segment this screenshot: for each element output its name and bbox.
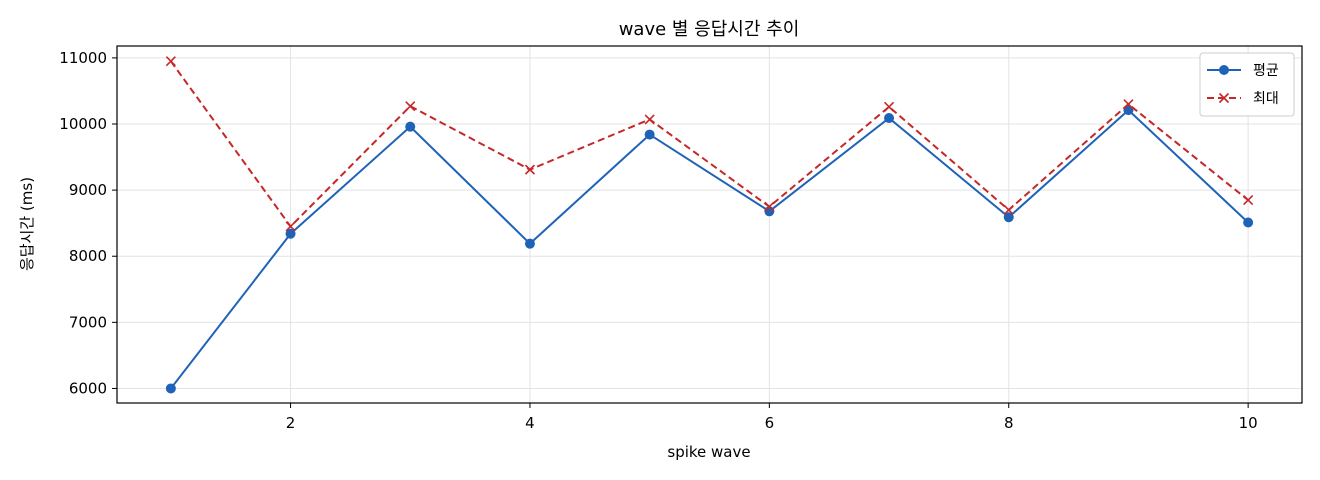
series-1 (165, 105, 1254, 394)
data-point (883, 101, 895, 112)
data-point (405, 101, 416, 112)
data-point (405, 121, 416, 132)
data-point (644, 129, 655, 140)
x-axis-label: spike wave (667, 443, 750, 461)
x-tick-label: 6 (765, 414, 775, 432)
legend-item: 최대 (1207, 91, 1279, 107)
x-tick-label: 10 (1239, 414, 1258, 432)
series-2 (165, 56, 1254, 232)
chart-title: wave 별 응답시간 추이 (619, 19, 800, 40)
y-tick-label: 9000 (69, 181, 107, 199)
y-tick-label: 11000 (59, 49, 107, 67)
series-line (170, 60, 1249, 228)
y-axis: 6000 7000 8000 9000 10000 11000 (59, 49, 117, 397)
data-point (165, 56, 176, 67)
data-point (165, 383, 176, 394)
data-point (884, 113, 895, 124)
x-tick-label: 4 (525, 414, 535, 432)
y-tick-label: 6000 (69, 379, 107, 397)
data-point (285, 221, 296, 232)
legend-label: 최대 (1253, 91, 1279, 107)
y-tick-label: 10000 (59, 115, 107, 133)
data-point (1003, 212, 1014, 223)
y-axis-label: 응답시간 (ms) (18, 177, 36, 271)
data-point (524, 238, 535, 249)
data-point (524, 164, 536, 175)
data-point (764, 201, 775, 212)
x-tick-label: 2 (286, 414, 296, 432)
y-tick-label: 8000 (69, 247, 107, 265)
data-point (1243, 217, 1254, 228)
data-point (1123, 99, 1134, 110)
data-point (1003, 204, 1014, 216)
legend-marker (1218, 92, 1230, 104)
x-tick-label: 8 (1004, 414, 1014, 432)
series-line (170, 109, 1249, 390)
data-point (1243, 194, 1254, 206)
data-point (644, 114, 655, 125)
plot-frame (116, 45, 1303, 404)
x-axis: 2 4 6 8 10 (286, 403, 1258, 432)
series-layer (165, 56, 1254, 394)
legend-marker (1219, 65, 1229, 75)
y-tick-label: 7000 (69, 313, 107, 331)
legend-item: 평균 (1207, 63, 1279, 79)
data-point (285, 228, 296, 239)
legend-frame (1199, 52, 1295, 117)
legend-label: 평균 (1253, 63, 1279, 79)
